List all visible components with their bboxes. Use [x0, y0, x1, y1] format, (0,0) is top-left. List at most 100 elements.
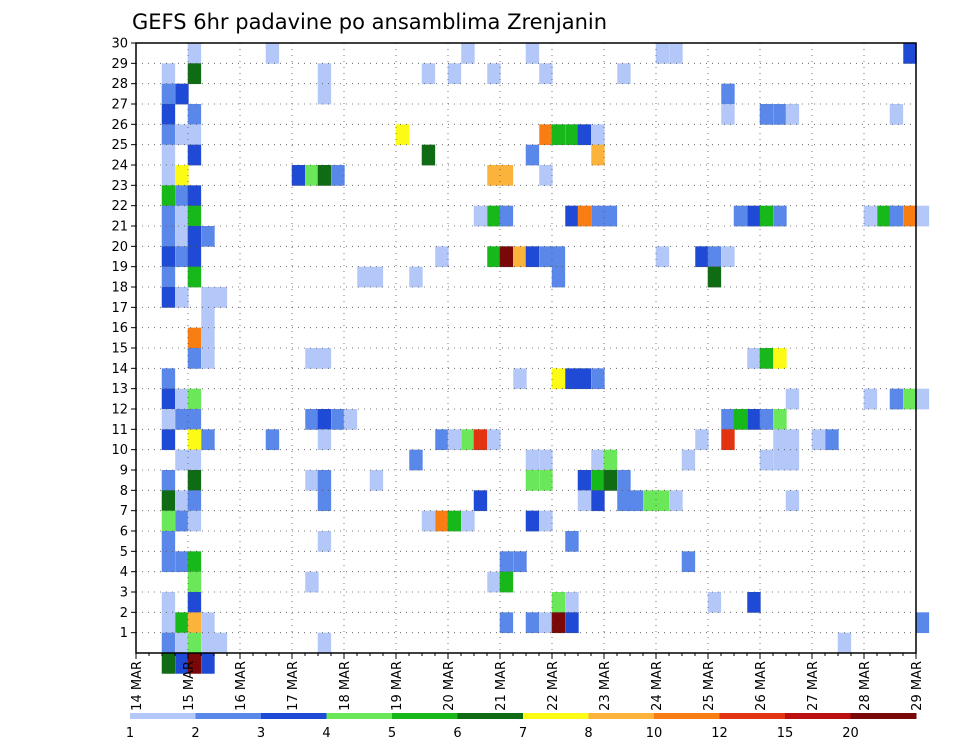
heatmap-cell	[903, 43, 917, 64]
heatmap-cell	[161, 429, 176, 451]
heatmap-cell	[759, 348, 774, 369]
heatmap-cell	[773, 449, 787, 471]
heatmap-cell	[551, 592, 566, 613]
heatmap-cell	[577, 470, 592, 491]
x-tick-label: 29 MAR	[910, 661, 925, 711]
x-tick-label: 25 MAR	[702, 661, 717, 711]
y-tick-label: 20	[111, 240, 128, 255]
heatmap-cell	[435, 246, 449, 268]
heatmap-cell	[591, 144, 605, 166]
heatmap-cell	[161, 510, 176, 532]
colorbar-swatch	[523, 713, 589, 719]
heatmap-cell	[187, 551, 202, 573]
heatmap-cell	[695, 429, 709, 451]
y-tick-label: 3	[120, 586, 128, 601]
heatmap-cell	[773, 205, 787, 227]
heatmap-cell	[889, 388, 904, 410]
heatmap-cell	[461, 429, 475, 451]
heatmap-cell	[539, 510, 553, 532]
colorbar-label: 7	[519, 726, 527, 741]
heatmap-cell	[539, 246, 553, 268]
heatmap-cell	[487, 63, 501, 85]
colorbar-swatch	[719, 713, 786, 719]
colorbar-label: 10	[646, 726, 663, 741]
heatmap-cell	[565, 124, 579, 146]
heatmap-cell	[565, 531, 579, 552]
heatmap-cell	[175, 124, 189, 146]
x-tick-label: 15 MAR	[182, 661, 197, 711]
heatmap-cell	[591, 368, 605, 390]
heatmap-cell	[409, 266, 423, 288]
heatmap-cell	[331, 165, 345, 186]
heatmap-cell	[707, 266, 722, 288]
heatmap-cell	[213, 287, 228, 308]
heatmap-cell	[617, 470, 631, 491]
heatmap-cell	[305, 348, 319, 369]
y-tick-label: 16	[111, 321, 128, 336]
heatmap-cell	[187, 124, 202, 146]
heatmap-cell	[317, 165, 332, 186]
heatmap-cell	[265, 43, 280, 64]
heatmap-cell	[175, 226, 189, 247]
heatmap-cell	[161, 165, 176, 186]
heatmap-cells	[161, 43, 930, 674]
heatmap-cell	[565, 205, 579, 227]
heatmap-cell	[447, 63, 462, 85]
heatmap-cell	[643, 490, 657, 512]
heatmap-cell	[175, 409, 189, 430]
y-tick-label: 10	[111, 443, 128, 458]
heatmap-cell	[305, 470, 319, 491]
heatmap-cell	[317, 490, 332, 512]
heatmap-cell	[591, 205, 605, 227]
plot-frame	[135, 42, 917, 654]
y-axis-ticks: 3029282726252423222120191817161514131211…	[111, 37, 136, 641]
heatmap-cell	[161, 470, 176, 491]
heatmap-cell	[539, 470, 553, 491]
heatmap-cell	[773, 409, 787, 430]
y-tick-label: 13	[111, 382, 128, 397]
colorbar-swatch	[261, 713, 327, 719]
heatmap-cell	[187, 612, 202, 634]
x-tick-label: 22 MAR	[546, 661, 561, 711]
heatmap-cell	[435, 510, 449, 532]
heatmap-cell	[577, 205, 592, 227]
colorbar-label: 20	[842, 726, 859, 741]
heatmap-cell	[889, 205, 904, 227]
heatmap-cell	[161, 124, 176, 146]
heatmap-cell	[487, 165, 501, 186]
heatmap-cell	[175, 287, 189, 308]
heatmap-cell	[525, 612, 540, 634]
heatmap-cell	[539, 449, 553, 471]
heatmap-cell	[603, 470, 618, 491]
heatmap-cell	[175, 205, 189, 227]
heatmap-cell	[499, 571, 514, 593]
heatmap-cell	[525, 43, 540, 64]
colorbar-label: 4	[322, 726, 330, 741]
colorbar-label: 1	[126, 726, 134, 741]
heatmap-cell	[655, 490, 670, 512]
heatmap-cell	[187, 592, 202, 613]
heatmap-cell	[551, 266, 566, 288]
heatmap-cell	[161, 144, 176, 166]
heatmap-cell	[577, 368, 592, 390]
heatmap-cell	[201, 632, 215, 654]
y-tick-label: 15	[111, 342, 128, 357]
heatmap-cell	[499, 205, 514, 227]
heatmap-cell	[629, 490, 644, 512]
heatmap-cell	[903, 388, 917, 410]
y-tick-label: 18	[111, 281, 128, 296]
heatmap-cell	[863, 388, 878, 410]
heatmap-cell	[175, 612, 189, 634]
heatmap-cell	[473, 429, 488, 451]
heatmap-cell	[305, 165, 319, 186]
heatmap-cell	[187, 388, 202, 410]
x-tick-label: 26 MAR	[754, 661, 769, 711]
heatmap-cell	[291, 165, 306, 186]
heatmap-cell	[175, 653, 189, 674]
heatmap-cell	[317, 63, 332, 85]
heatmap-cell	[655, 43, 670, 64]
heatmap-cell	[317, 83, 332, 105]
heatmap-cell	[473, 490, 488, 512]
heatmap-cell	[591, 449, 605, 471]
heatmap-cell	[487, 571, 501, 593]
